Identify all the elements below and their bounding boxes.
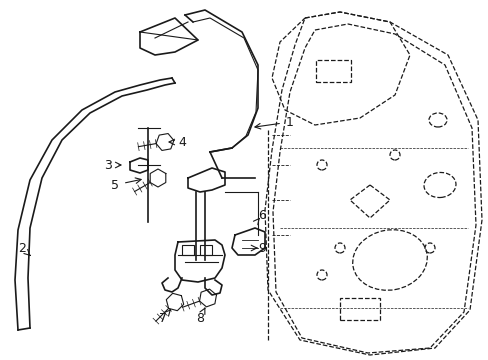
Text: 1: 1: [285, 116, 293, 129]
Bar: [315, 60, 350, 82]
Text: 8: 8: [196, 311, 203, 324]
Bar: [339, 298, 379, 320]
Text: 2: 2: [18, 242, 26, 255]
Text: 5: 5: [111, 179, 119, 192]
Text: 7: 7: [159, 311, 167, 324]
Bar: [200, 245, 212, 255]
Text: 4: 4: [178, 135, 185, 149]
Text: 6: 6: [258, 208, 265, 221]
Text: 3: 3: [104, 158, 112, 171]
Text: 9: 9: [258, 242, 265, 255]
Bar: [182, 245, 194, 255]
